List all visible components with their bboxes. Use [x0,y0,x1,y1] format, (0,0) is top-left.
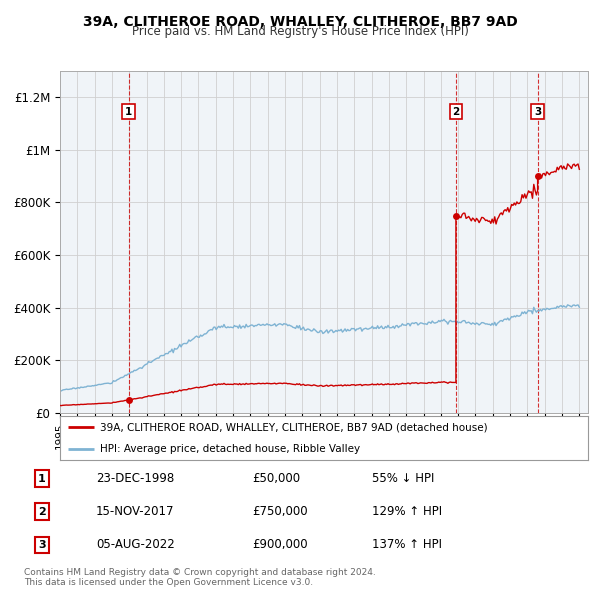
Text: 39A, CLITHEROE ROAD, WHALLEY, CLITHEROE, BB7 9AD (detached house): 39A, CLITHEROE ROAD, WHALLEY, CLITHEROE,… [100,422,487,432]
Text: Contains HM Land Registry data © Crown copyright and database right 2024.: Contains HM Land Registry data © Crown c… [24,568,376,577]
Text: 129% ↑ HPI: 129% ↑ HPI [372,505,442,519]
Text: 3: 3 [38,540,46,550]
Text: This data is licensed under the Open Government Licence v3.0.: This data is licensed under the Open Gov… [24,578,313,587]
Text: 1: 1 [38,474,46,484]
Text: HPI: Average price, detached house, Ribble Valley: HPI: Average price, detached house, Ribb… [100,444,360,454]
Text: £750,000: £750,000 [252,505,308,519]
Text: £900,000: £900,000 [252,538,308,552]
Text: 2: 2 [452,107,460,117]
Text: £50,000: £50,000 [252,472,300,486]
Text: 39A, CLITHEROE ROAD, WHALLEY, CLITHEROE, BB7 9AD: 39A, CLITHEROE ROAD, WHALLEY, CLITHEROE,… [83,15,517,29]
Text: 2: 2 [38,507,46,517]
Text: 1: 1 [125,107,133,117]
Text: 137% ↑ HPI: 137% ↑ HPI [372,538,442,552]
Text: 3: 3 [534,107,541,117]
Text: 05-AUG-2022: 05-AUG-2022 [96,538,175,552]
Text: 55% ↓ HPI: 55% ↓ HPI [372,472,434,486]
Text: 15-NOV-2017: 15-NOV-2017 [96,505,175,519]
Text: Price paid vs. HM Land Registry's House Price Index (HPI): Price paid vs. HM Land Registry's House … [131,25,469,38]
Text: 23-DEC-1998: 23-DEC-1998 [96,472,174,486]
